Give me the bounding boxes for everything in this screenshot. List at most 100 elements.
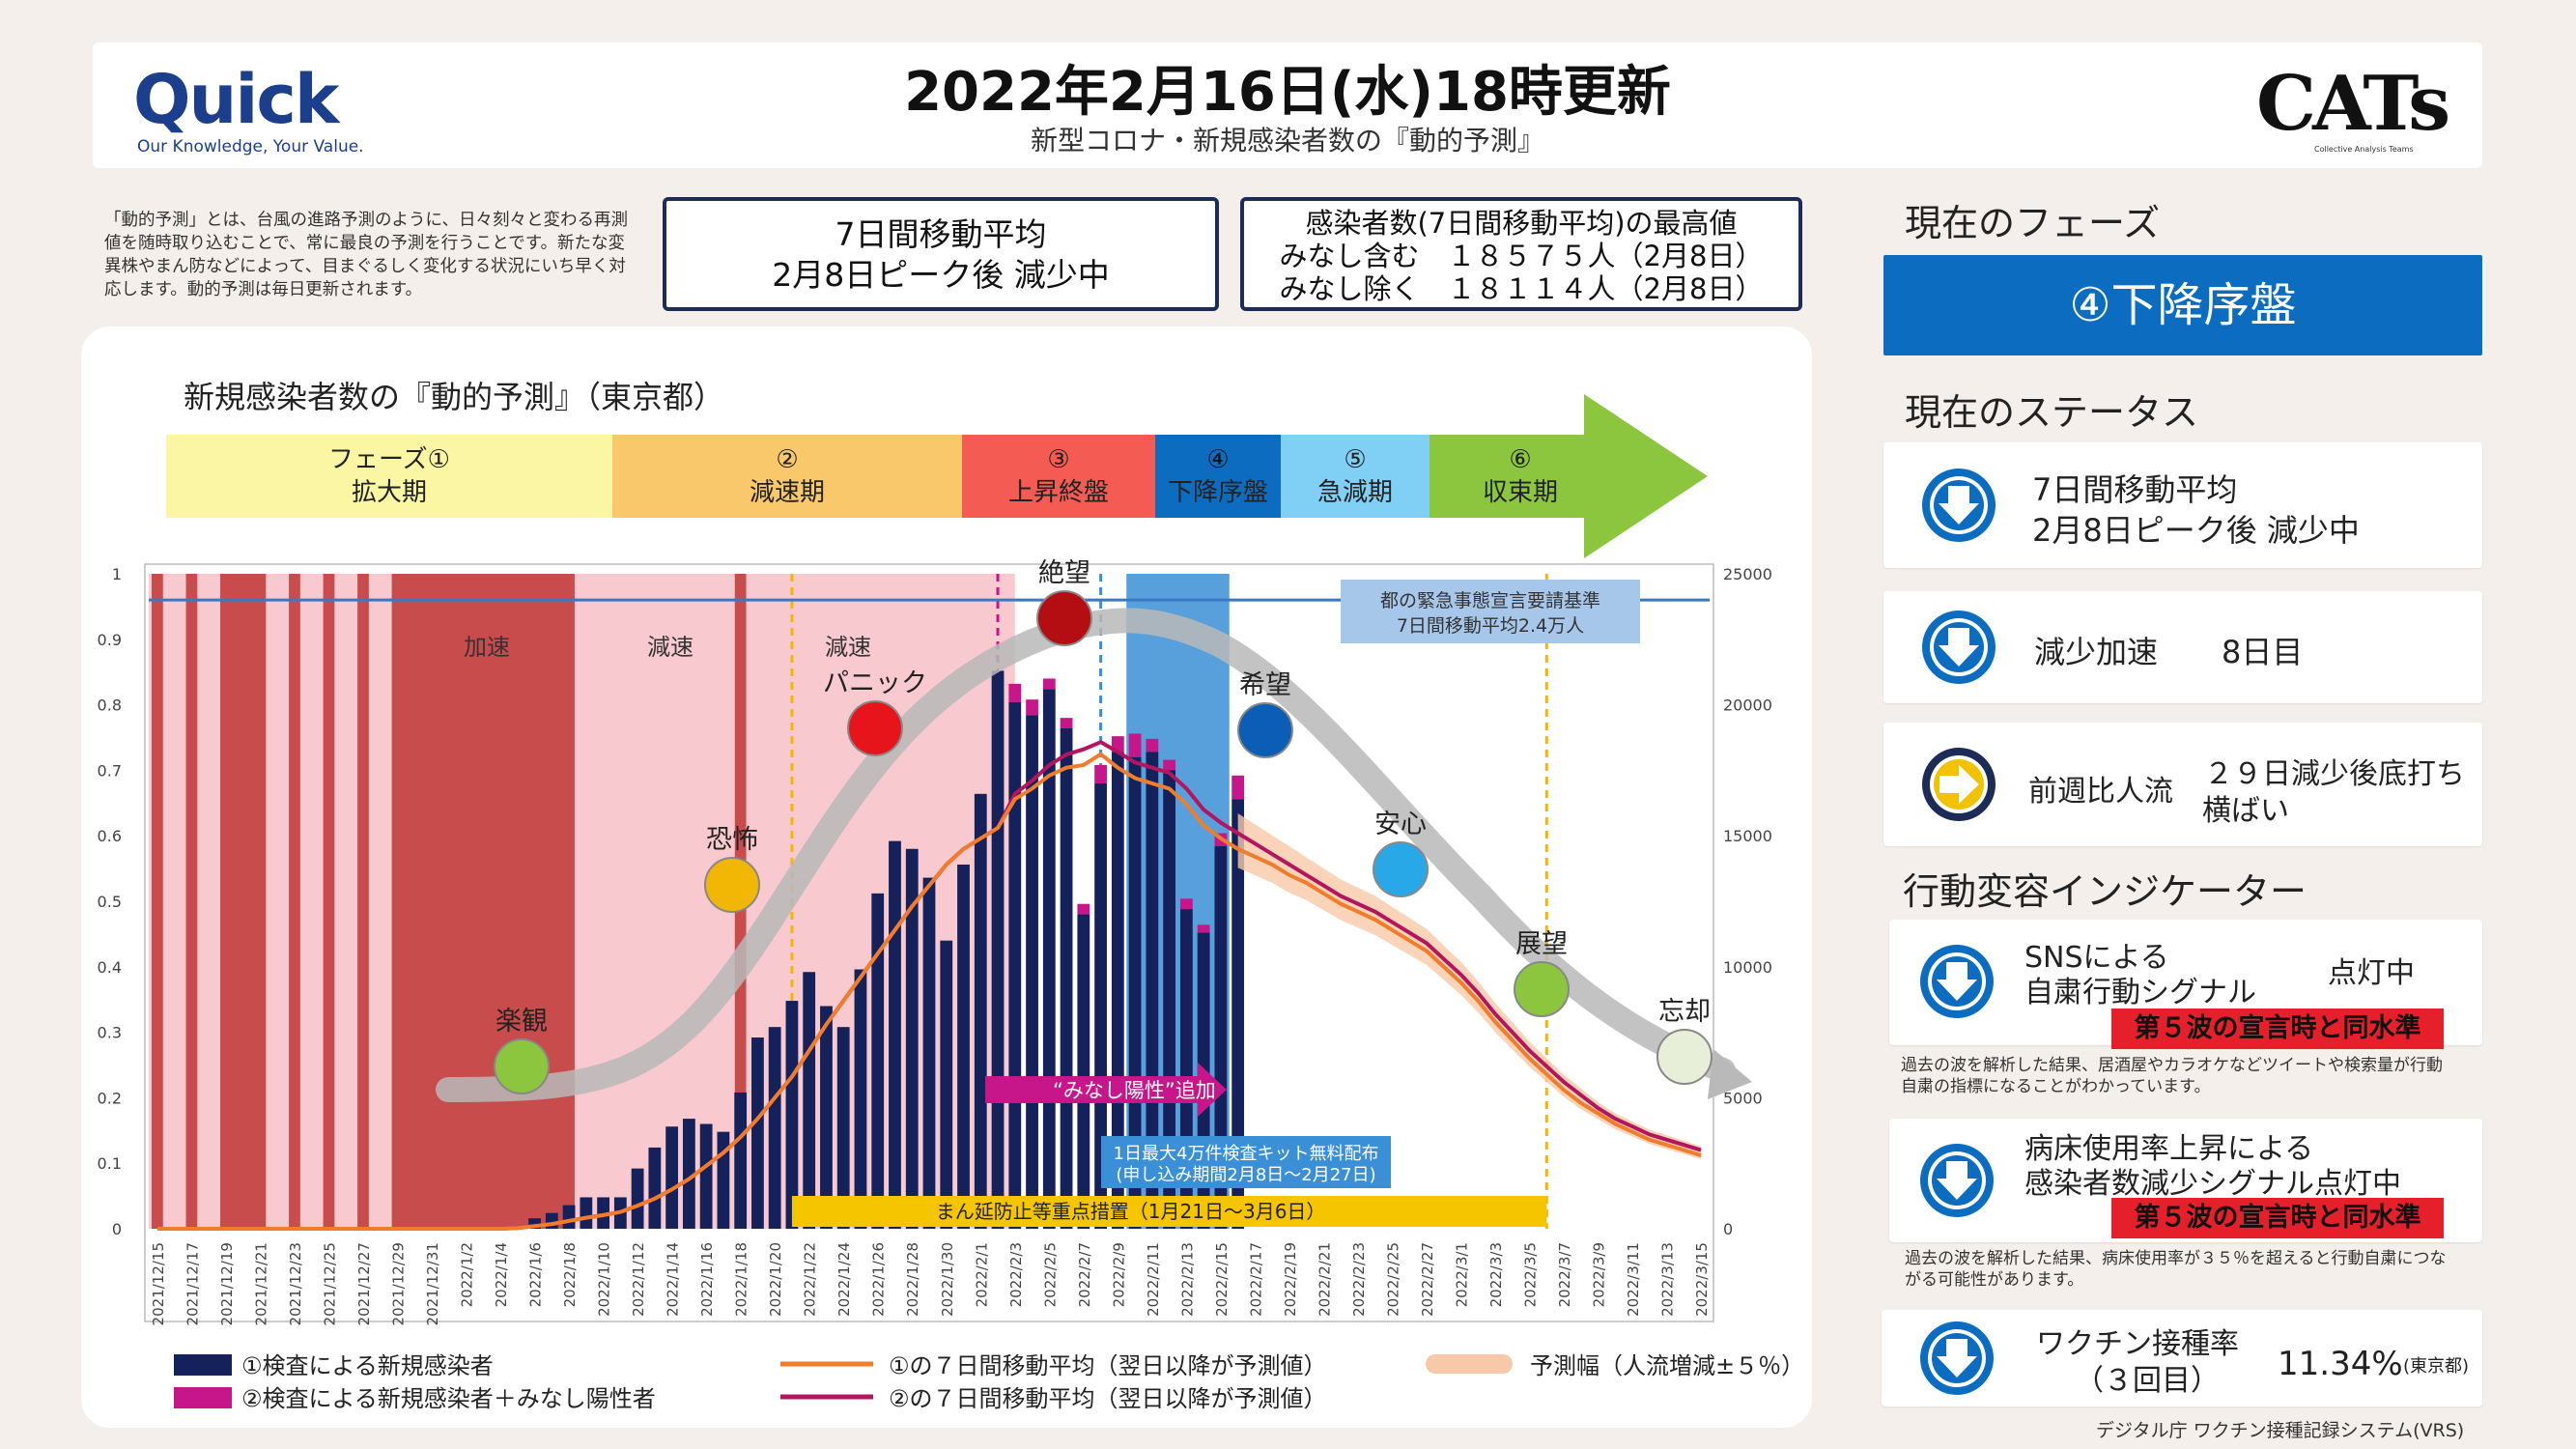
- stage-label: 展望: [1515, 929, 1568, 959]
- page-subtitle: 新型コロナ・新規感染者数の『動的予測』: [1030, 125, 1544, 156]
- x-tick-label: 2022/3/11: [1625, 1242, 1642, 1317]
- status-mobility-value2: 横ばい: [2202, 794, 2289, 828]
- indicator-sns-line1: SNSによる: [2024, 941, 2169, 975]
- stage-circle: [704, 857, 760, 913]
- y-right-tick: 20000: [1723, 696, 1772, 715]
- case-bar: [820, 1006, 833, 1229]
- case-bar: [957, 865, 970, 1229]
- down-arrow-icon: [1918, 465, 1999, 546]
- case-bar: [1231, 799, 1245, 1229]
- x-tick-label: 2022/3/9: [1591, 1242, 1608, 1307]
- chart-card: 新規感染者数の『動的予測』（東京都） フェーズ① 拡大期 ② 減速期 ③ 上昇終盤 ④ 下降序…: [81, 327, 1812, 1428]
- phase-heading: 現在のフェーズ: [1905, 202, 2161, 244]
- indicator-bed-badge: 第５波の宣言時と同水準: [2111, 1198, 2444, 1238]
- case-bar: [854, 969, 867, 1229]
- x-tick-label: 2022/1/14: [665, 1242, 682, 1317]
- x-tick-label: 2022/2/19: [1282, 1242, 1299, 1317]
- case-bar: [1163, 770, 1176, 1229]
- x-tick-label: 2022/1/10: [596, 1242, 613, 1317]
- x-tick-label: 2022/1/26: [870, 1242, 888, 1317]
- status-ma-line1: 7日間移動平均: [2032, 471, 2238, 508]
- case-bar: [597, 1197, 609, 1229]
- acceleration-block: [357, 574, 369, 1229]
- emergency-label-line1: 都の緊急事態宣言要請基準: [1380, 590, 1600, 611]
- x-tick-label: 2021/12/23: [287, 1242, 304, 1325]
- stage-circle: [847, 700, 903, 756]
- case-bar: [1077, 914, 1090, 1229]
- x-tick-label: 2022/1/22: [802, 1242, 819, 1317]
- x-tick-label: 2021/12/19: [218, 1242, 236, 1325]
- vrs-source-note: デジタル庁 ワクチン接種記録システム(VRS): [2096, 1420, 2465, 1441]
- down-arrow-icon: [1916, 941, 1997, 1022]
- sentiment-curve: [436, 608, 1736, 1102]
- emergency-label-box: [1341, 580, 1640, 643]
- phase-arrow-head: [1430, 394, 1708, 558]
- minashi-bar: [1026, 699, 1038, 716]
- legend-swatch: [174, 1387, 232, 1408]
- chart-svg: フェーズ①拡大期②減速期③上昇終盤④下降序盤⑤急減期⑥収束期⑥収束期加速減速減速…: [98, 394, 1804, 1412]
- indicator-card-sns: SNSによる 自粛行動シグナル 点灯中 第５波の宣言時と同水準: [1889, 920, 2482, 1049]
- right-arrow-icon: [1918, 744, 1999, 825]
- y-left-tick: 0.9: [98, 631, 122, 649]
- case-bar: [803, 972, 816, 1229]
- y-left-tick: 0.2: [98, 1089, 122, 1107]
- minashi-bar: [1077, 903, 1090, 915]
- chart-title: 新規感染者数の『動的予測』（東京都）: [184, 379, 725, 415]
- x-tick-label: 2022/2/5: [1041, 1242, 1059, 1307]
- x-tick-label: 2022/1/2: [459, 1242, 476, 1307]
- phase-sub-label: 急減期: [1317, 478, 1393, 507]
- case-bar: [871, 893, 885, 1229]
- x-tick-label: 2022/1/24: [835, 1242, 853, 1317]
- x-tick-label: 2022/1/28: [904, 1242, 921, 1317]
- acceleration-block: [289, 574, 300, 1229]
- x-tick-label: 2022/1/6: [527, 1242, 545, 1307]
- region-label: 加速: [464, 634, 510, 661]
- indicator-sns-state: 点灯中: [2328, 956, 2415, 990]
- moving-average-box-line1: 7日間移動平均: [835, 215, 1047, 253]
- manbo-bar: [791, 1196, 1547, 1227]
- x-tick-label: 2022/1/16: [698, 1242, 716, 1317]
- x-tick-label: 2022/2/23: [1350, 1242, 1368, 1317]
- case-bar: [889, 840, 901, 1229]
- max-value-box-line1: 感染者数(7日間移動平均)の最高値: [1305, 207, 1738, 240]
- sentiment-curve-arrowhead: [1708, 1049, 1752, 1099]
- x-tick-label: 2022/2/15: [1213, 1242, 1231, 1317]
- y-left-tick: 0: [112, 1220, 122, 1238]
- moving-average-box-line2: 2月8日ピーク後 減少中: [772, 256, 1110, 294]
- legend-label: ②検査による新規感染者＋みなし陽性者: [241, 1385, 656, 1412]
- page-title: 2022年2月16日(水)18時更新: [904, 61, 1671, 124]
- case-bar: [648, 1147, 662, 1229]
- x-tick-label: 2022/2/17: [1247, 1242, 1264, 1317]
- kit-label-line2: (申し込み期間2月8日～2月27日): [1116, 1165, 1375, 1185]
- y-left-tick: 0.1: [98, 1154, 122, 1173]
- case-bar: [580, 1197, 593, 1229]
- stage-label: 絶望: [1038, 558, 1090, 588]
- y-left-tick: 0.4: [98, 958, 122, 977]
- cats-logo: CATs: [2256, 60, 2450, 148]
- phase-label: ⑥: [1509, 445, 1531, 474]
- case-bar: [1060, 728, 1073, 1229]
- manbo-label: まん延防止等重点措置（1月21日～3月6日）: [936, 1200, 1326, 1223]
- x-tick-label: 2021/12/15: [150, 1242, 167, 1325]
- status-decrease-value: 8日目: [2222, 634, 2304, 670]
- minashi-bar: [1146, 738, 1159, 753]
- minashi-bar: [1163, 759, 1176, 771]
- vaccine-region: (東京都): [2403, 1356, 2470, 1377]
- indicator-sns-note: 過去の波を解析した結果、居酒屋やカラオケなどツイートや検索量が行動自粛の指標にな…: [1901, 1056, 2443, 1096]
- phase-label: ③: [1047, 445, 1069, 474]
- minashi-bar: [1179, 898, 1193, 910]
- indicator-sns-badge: 第５波の宣言時と同水準: [2111, 1009, 2444, 1049]
- indicator-heading: 行動変容インジケーター: [1903, 870, 2307, 913]
- x-tick-label: 2022/2/3: [1007, 1242, 1025, 1307]
- header-bar: Quick Our Knowledge, Your Value. 2022年2月…: [93, 43, 2482, 168]
- stage-circle: [1373, 841, 1429, 897]
- stage-circle: [494, 1038, 550, 1094]
- acceleration-block: [152, 574, 163, 1229]
- case-bar: [699, 1123, 713, 1229]
- quick-tagline: Our Knowledge, Your Value.: [137, 137, 364, 156]
- phase-label: ④: [1206, 445, 1229, 474]
- case-bar: [631, 1168, 644, 1229]
- case-bar: [682, 1119, 695, 1229]
- vaccine-rate: 11.34%: [2278, 1345, 2403, 1383]
- x-tick-label: 2022/2/11: [1145, 1242, 1162, 1317]
